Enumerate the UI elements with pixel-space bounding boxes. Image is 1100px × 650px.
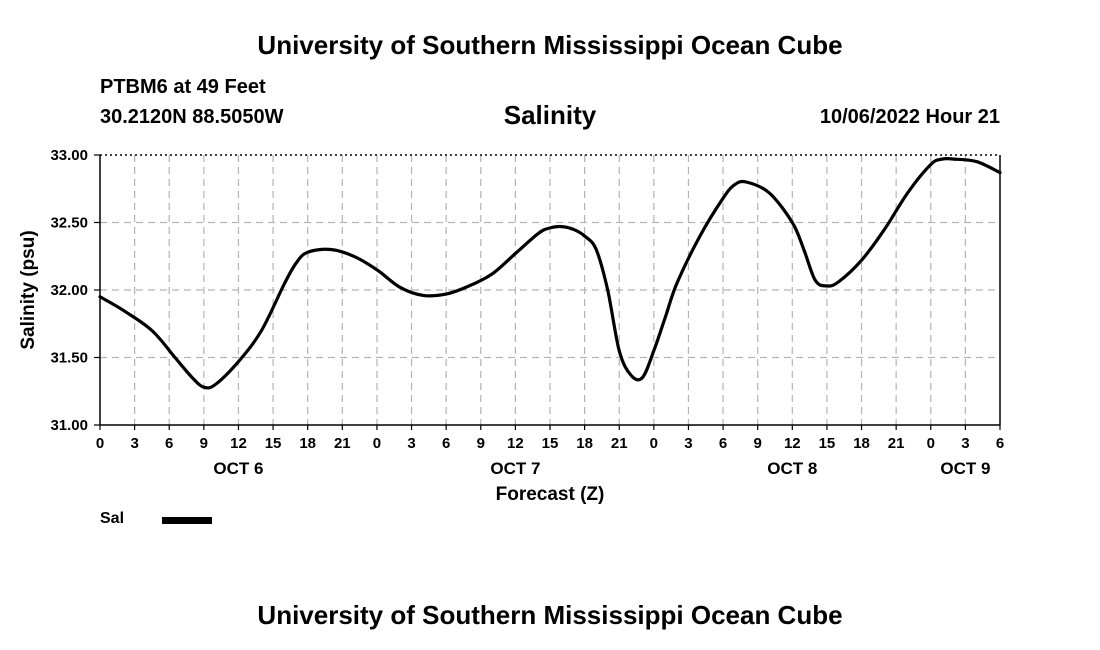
x-tick-label: 9 xyxy=(200,435,208,452)
x-tick-label: 18 xyxy=(299,435,316,452)
y-tick-label: 33.00 xyxy=(50,147,88,164)
x-tick-label: 0 xyxy=(373,435,381,452)
legend-label: Sal xyxy=(100,510,125,527)
x-tick-label: 6 xyxy=(442,435,450,452)
x-tick-label: 15 xyxy=(542,435,559,452)
x-tick-label: 15 xyxy=(819,435,836,452)
chart-title: Salinity xyxy=(503,100,597,130)
x-tick-label: 6 xyxy=(719,435,727,452)
y-axis-title: Salinity (psu) xyxy=(18,230,39,349)
series-line-salinity xyxy=(98,156,1002,390)
x-tick-label: 3 xyxy=(407,435,415,452)
y-tick-label: 31.50 xyxy=(50,350,88,367)
x-tick-label: 9 xyxy=(754,435,762,452)
x-tick-label: 18 xyxy=(853,435,870,452)
station-label: PTBM6 at 49 Feet xyxy=(100,76,266,98)
x-tick-label: 6 xyxy=(165,435,173,452)
coordinates-label: 30.2120N 88.5050W xyxy=(100,106,284,128)
x-tick-label: 15 xyxy=(265,435,282,452)
x-tick-label: 6 xyxy=(996,435,1004,452)
y-tick-label: 32.50 xyxy=(50,215,88,232)
x-tick-label: 0 xyxy=(927,435,935,452)
x-tick-label: 3 xyxy=(130,435,138,452)
x-tick-label: 3 xyxy=(961,435,969,452)
x-tick-label: 0 xyxy=(96,435,104,452)
x-tick-label: 18 xyxy=(576,435,593,452)
x-tick-label: 9 xyxy=(477,435,485,452)
x-tick-label: 21 xyxy=(888,435,905,452)
x-tick-label: 12 xyxy=(507,435,524,452)
page-title-top: University of Southern Mississippi Ocean… xyxy=(257,30,843,60)
legend-swatch xyxy=(162,517,212,524)
x-day-label: OCT 8 xyxy=(767,459,817,478)
page-title-bottom: University of Southern Mississippi Ocean… xyxy=(257,600,843,630)
x-tick-label: 0 xyxy=(650,435,658,452)
x-tick-label: 21 xyxy=(611,435,628,452)
y-tick-label: 31.00 xyxy=(50,417,88,434)
x-tick-label: 12 xyxy=(230,435,247,452)
x-tick-label: 3 xyxy=(684,435,692,452)
x-day-label: OCT 7 xyxy=(490,459,540,478)
x-axis-title: Forecast (Z) xyxy=(496,484,605,505)
y-tick-label: 32.00 xyxy=(50,282,88,299)
timestamp-label: 10/06/2022 Hour 21 xyxy=(819,106,1000,128)
x-day-label: OCT 9 xyxy=(940,459,990,478)
x-tick-label: 12 xyxy=(784,435,801,452)
x-tick-label: 21 xyxy=(334,435,351,452)
x-day-label: OCT 6 xyxy=(213,459,263,478)
